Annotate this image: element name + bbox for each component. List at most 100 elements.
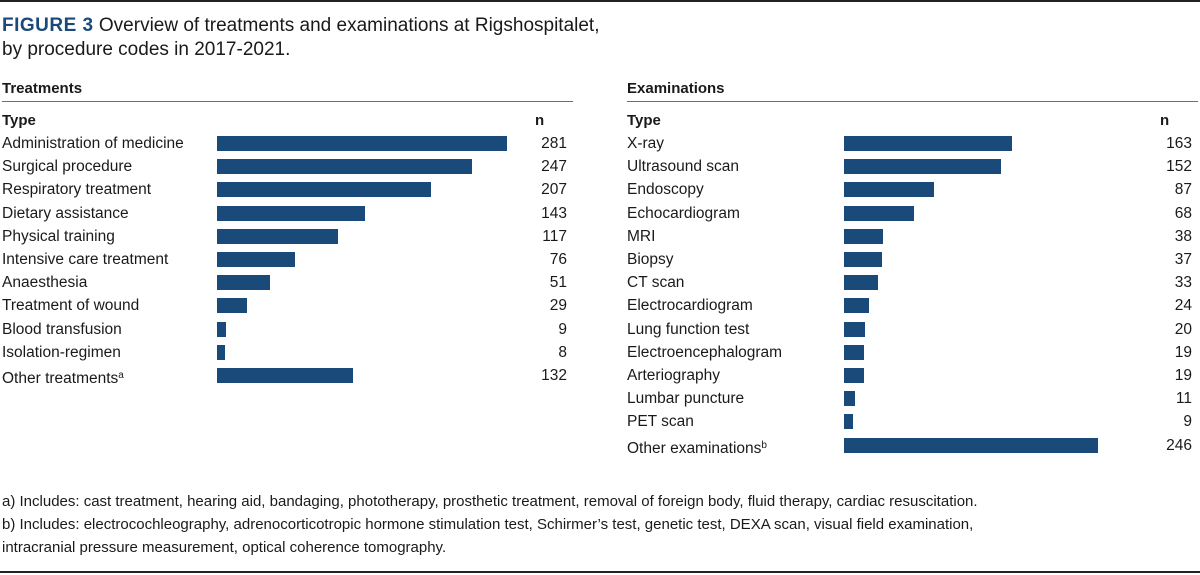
examination-bar [844,228,884,244]
treatment-bar [217,159,472,175]
treatments-panel-title: Treatments [2,80,83,97]
examination-label: Ultrasound scan [627,158,740,176]
examination-value: 152 [1166,158,1192,176]
examination-label: MRI [627,227,656,245]
treatment-row: Physical training 117 [2,225,573,248]
examination-label: X-ray [627,135,665,152]
treatment-value: 207 [541,181,567,199]
treatment-row: Treatment of wound 29 [2,294,573,317]
treatment-label: Surgical procedure [2,158,133,176]
treatment-value: 117 [542,227,567,245]
treatments-n-header: n [535,112,545,129]
treatment-row: Respiratory treatment 207 [2,178,573,201]
treatment-value: 29 [549,297,567,315]
footnote-marker: b [761,439,767,451]
treatment-bar [217,321,227,337]
treatment-row: Other treatmentsa 132 [2,364,573,387]
examination-label: Biopsy [627,251,674,268]
examination-row: Biopsy 37 [627,248,1198,271]
examination-row: Lumbar puncture 11 [627,387,1198,410]
figure-title-line2: by procedure codes in 2017-2021. [2,39,291,60]
figure-number: FIGURE 3 [2,15,94,36]
treatment-row: Surgical procedure 247 [2,155,573,178]
examination-row: Arteriography 19 [627,364,1198,387]
treatment-label: Dietary assistance [2,204,129,222]
treatment-bar [217,275,270,291]
treatment-value: 143 [541,204,567,222]
examination-label: Endoscopy [627,181,704,199]
treatments-panel-rule [2,101,573,102]
figure-title-line1: Overview of treatments and examinations … [98,15,600,36]
examination-bar [844,182,934,198]
treatment-bar [217,205,365,221]
treatment-row: Blood transfusion 9 [2,318,573,341]
treatment-label: Anaesthesia [2,274,88,292]
treatment-bar [217,228,338,244]
examination-bar [844,368,864,383]
treatment-bar [217,298,247,314]
examination-bar [844,391,856,407]
treatment-bar [217,182,431,198]
treatment-value: 51 [549,274,567,292]
examination-row: Ultrasound scan 152 [627,155,1198,178]
treatment-bar [217,368,354,383]
treatment-label: Other treatmentsa [2,370,124,387]
examination-bar [844,414,854,430]
examination-bar [844,437,1098,453]
treatment-value: 76 [549,251,567,268]
examination-value: 33 [1174,274,1192,292]
examination-row: MRI 38 [627,225,1198,248]
treatment-row: Isolation-regimen 8 [2,341,573,364]
examination-value: 19 [1174,367,1192,384]
treatment-label: Treatment of wound [2,297,140,315]
treatment-label: Respiratory treatment [2,181,152,199]
examination-label: Lumbar puncture [627,390,745,408]
figure-title: FIGURE 3 Overview of treatments and exam… [2,14,599,62]
treatment-bar [217,252,296,267]
examinations-n-header: n [1160,112,1170,129]
examination-row: X-ray 163 [627,132,1198,155]
examination-row: Echocardiogram 68 [627,202,1198,225]
examinations-panel-rule [627,101,1198,102]
examination-label: Arteriography [627,367,721,384]
examination-label: Electrocardiogram [627,297,753,315]
treatment-value: 281 [541,135,567,152]
examination-label: CT scan [627,274,685,292]
examination-label: Lung function test [627,320,750,338]
examinations-type-header: Type [627,112,661,129]
footnote-b-line1: b) Includes: electrocochleography, adren… [2,516,974,533]
examination-row: Endoscopy 87 [627,178,1198,201]
treatments-type-header: Type [2,112,36,129]
examination-value: 24 [1174,297,1192,315]
examination-bar [844,298,869,314]
examination-value: 19 [1174,343,1192,361]
treatment-value: 132 [541,367,567,384]
treatment-row: Intensive care treatment 76 [2,248,573,271]
examination-value: 37 [1174,251,1192,268]
treatment-bar [217,344,226,360]
footnote-marker: a [118,370,124,381]
examination-value: 87 [1174,181,1192,199]
examination-bar [844,344,864,360]
treatment-row: Administration of medicine 281 [2,132,573,155]
examination-bar [844,275,879,291]
examination-value: 246 [1166,436,1192,454]
examination-row: CT scan 33 [627,271,1198,294]
examination-bar [844,136,1013,151]
treatment-row: Anaesthesia 51 [2,271,573,294]
examination-label: Other examinationsb [627,439,767,457]
examination-row: PET scan 9 [627,410,1198,433]
examination-bar [844,159,1001,175]
examination-value: 38 [1174,227,1192,245]
examination-label: Electroencephalogram [627,343,783,361]
examination-value: 20 [1174,320,1192,338]
examination-value: 11 [1175,390,1192,408]
treatment-label: Isolation-regimen [2,343,121,361]
treatment-label: Intensive care treatment [2,251,169,268]
treatment-value: 9 [558,320,567,338]
examination-row: Lung function test 20 [627,318,1198,341]
treatment-bar [217,136,507,151]
top-rule [0,0,1200,2]
treatment-row: Dietary assistance 143 [2,202,573,225]
examination-row: Electrocardiogram 24 [627,294,1198,317]
